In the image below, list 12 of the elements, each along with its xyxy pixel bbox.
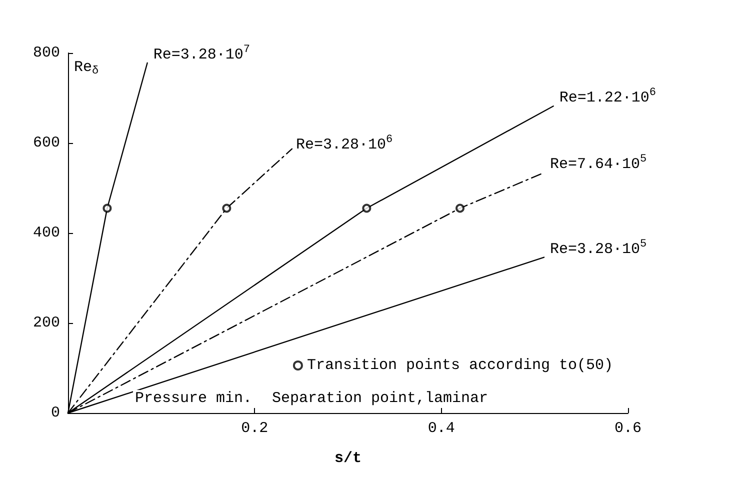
y-tick-label: 600 [32, 134, 60, 152]
annotation: Separation point,laminar [272, 390, 488, 407]
legend-label: Transition points according to(50) [306, 357, 614, 374]
y-tick-label: 400 [32, 224, 60, 242]
y-tick-label: 800 [32, 44, 60, 62]
y-tick-label: 0 [50, 404, 60, 422]
x-tick-label: 0.4 [428, 420, 455, 437]
x-tick-label: 0.6 [614, 420, 642, 437]
annotation: Pressure min. [135, 390, 252, 407]
x-tick-label: 0.2 [241, 420, 268, 437]
x-axis-title: s/t [334, 450, 362, 467]
y-tick-label: 200 [32, 314, 60, 332]
